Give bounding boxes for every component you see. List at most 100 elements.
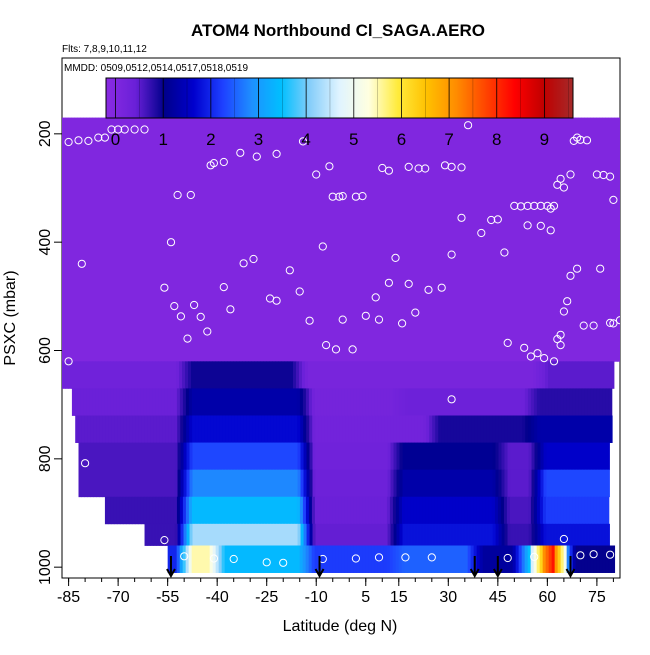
heatmap-cell bbox=[351, 523, 355, 546]
heatmap-cell bbox=[101, 361, 105, 389]
heatmap-cell bbox=[489, 442, 493, 471]
heatmap-cell bbox=[524, 496, 529, 525]
heatmap-cell bbox=[501, 469, 505, 498]
heatmap-cell bbox=[485, 361, 489, 389]
heatmap-cell bbox=[123, 415, 127, 443]
heatmap-cell bbox=[407, 361, 411, 389]
heatmap-cell bbox=[177, 415, 181, 443]
heatmap-cell bbox=[554, 117, 558, 362]
heatmap-cell bbox=[290, 388, 295, 416]
heatmap-cell bbox=[171, 523, 175, 546]
heatmap-cell bbox=[167, 361, 171, 389]
heatmap-cell bbox=[339, 469, 343, 498]
heatmap-cell bbox=[327, 415, 331, 443]
heatmap-cell bbox=[350, 117, 354, 362]
heatmap-cell bbox=[290, 117, 294, 362]
heatmap-cell bbox=[585, 523, 589, 546]
heatmap-cell bbox=[566, 117, 570, 362]
data-point bbox=[249, 254, 258, 264]
heatmap-cell bbox=[284, 117, 288, 362]
heatmap-cell bbox=[611, 361, 615, 389]
heatmap-cell bbox=[258, 415, 262, 443]
heatmap-cell bbox=[93, 469, 97, 498]
heatmap-cell bbox=[164, 388, 169, 416]
heatmap-cell bbox=[359, 545, 364, 573]
heatmap-cell bbox=[375, 523, 379, 546]
heatmap-cell bbox=[141, 415, 145, 443]
heatmap-cell bbox=[87, 469, 91, 498]
data-point bbox=[226, 305, 235, 314]
heatmap-cell bbox=[242, 117, 246, 362]
heatmap-cell bbox=[405, 415, 409, 443]
heatmap-cell bbox=[353, 545, 358, 573]
heatmap-cell bbox=[545, 496, 550, 525]
heatmap-cell bbox=[188, 388, 193, 416]
heatmap-cell bbox=[386, 545, 391, 573]
heatmap-cell bbox=[408, 415, 412, 443]
heatmap-cell bbox=[483, 415, 487, 443]
heatmap-cell bbox=[515, 361, 519, 389]
heatmap-cell bbox=[203, 117, 207, 362]
heatmap-cell bbox=[293, 496, 298, 525]
heatmap-cell bbox=[83, 361, 87, 389]
heatmap-cell bbox=[446, 388, 451, 416]
heatmap-cell bbox=[498, 415, 502, 443]
heatmap-cell bbox=[383, 117, 387, 362]
heatmap-cell bbox=[464, 496, 469, 525]
heatmap-cell bbox=[135, 415, 139, 443]
heatmap-cell bbox=[179, 388, 184, 416]
x-axis-label: Latitude (deg N) bbox=[283, 618, 398, 635]
x-tick-label: 60 bbox=[538, 589, 556, 606]
heatmap-cell bbox=[429, 469, 433, 498]
data-point bbox=[447, 395, 456, 404]
heatmap-cell bbox=[207, 442, 211, 471]
heatmap-cell bbox=[369, 442, 373, 471]
heatmap-cell bbox=[584, 117, 588, 362]
heatmap-cell bbox=[558, 442, 562, 471]
heatmap-cell bbox=[549, 415, 553, 443]
heatmap-cell bbox=[576, 442, 580, 471]
data-point bbox=[510, 201, 519, 210]
data-point bbox=[335, 192, 344, 201]
heatmap-cell bbox=[204, 469, 208, 498]
heatmap-cell bbox=[375, 469, 379, 498]
heatmap-cell bbox=[519, 415, 523, 443]
heatmap-cell bbox=[251, 117, 255, 362]
heatmap-cell bbox=[570, 523, 574, 546]
heatmap-cell bbox=[603, 523, 607, 546]
heatmap-cell bbox=[206, 388, 211, 416]
heatmap-cell bbox=[521, 117, 525, 362]
heatmap-cell bbox=[588, 415, 592, 443]
heatmap-cell bbox=[497, 388, 502, 416]
heatmap-cell bbox=[503, 496, 508, 525]
data-point bbox=[219, 157, 228, 167]
heatmap-cell bbox=[191, 545, 196, 573]
heatmap-cell bbox=[177, 523, 181, 546]
heatmap-cell bbox=[599, 361, 603, 389]
heatmap-cell bbox=[318, 415, 322, 443]
heatmap-cell bbox=[245, 545, 250, 573]
heatmap-cell bbox=[420, 469, 424, 498]
data-point bbox=[556, 341, 565, 350]
heatmap-cell bbox=[302, 388, 307, 416]
heatmap-cell bbox=[518, 117, 522, 362]
heatmap-cell bbox=[492, 442, 496, 471]
heatmap-cell bbox=[341, 361, 345, 389]
heatmap-cell bbox=[582, 469, 586, 498]
heatmap-cell bbox=[608, 545, 613, 573]
heatmap-cell bbox=[342, 469, 346, 498]
heatmap-cell bbox=[90, 415, 94, 443]
heatmap-cell bbox=[189, 415, 193, 443]
data-point bbox=[404, 279, 413, 288]
heatmap-cell bbox=[222, 415, 226, 443]
heatmap-cell bbox=[599, 545, 604, 573]
heatmap-cell bbox=[468, 469, 472, 498]
heatmap-cell bbox=[222, 469, 226, 498]
heatmap-cell bbox=[512, 496, 517, 525]
heatmap-cell bbox=[299, 361, 303, 389]
heatmap-cell bbox=[542, 388, 547, 416]
data-point bbox=[130, 125, 139, 134]
heatmap-cell bbox=[566, 361, 570, 389]
data-point bbox=[589, 550, 598, 559]
